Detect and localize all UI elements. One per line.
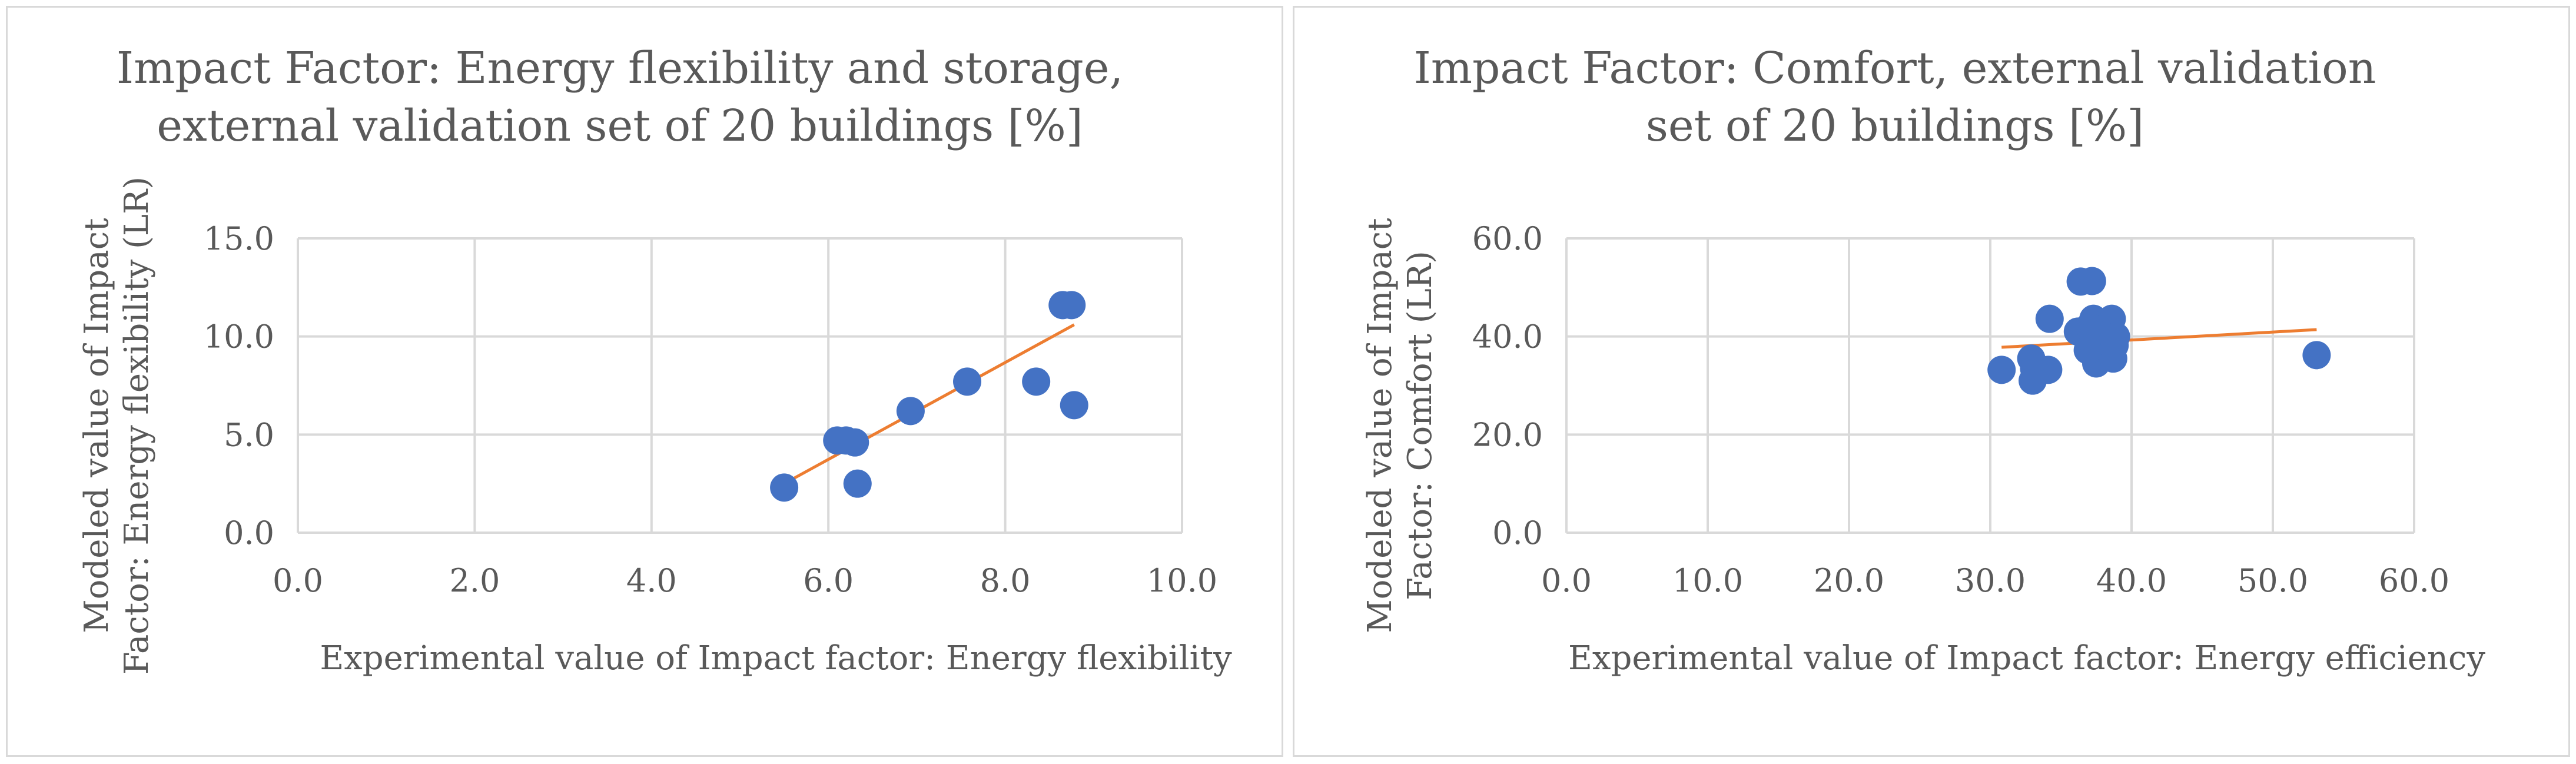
x-tick-label: 40.0 bbox=[2096, 562, 2167, 599]
data-point bbox=[896, 397, 925, 426]
data-point bbox=[1987, 356, 2016, 384]
x-tick-label: 2.0 bbox=[449, 562, 500, 599]
x-axis-label: Experimental value of Impact factor: Ene… bbox=[1568, 639, 2485, 677]
x-tick-label: 50.0 bbox=[2238, 562, 2308, 599]
x-tick-label: 10.0 bbox=[1672, 562, 1743, 599]
y-axis-label-line-1: Modeled value of Impact bbox=[1361, 218, 1399, 633]
data-point bbox=[1057, 291, 1086, 320]
data-point bbox=[2302, 341, 2331, 370]
data-point bbox=[841, 428, 869, 457]
data-point bbox=[770, 473, 799, 502]
data-point bbox=[2077, 267, 2106, 295]
scatter-chart-comfort: Impact Factor: Comfort, external validat… bbox=[1361, 43, 2485, 677]
x-tick-label: 4.0 bbox=[626, 562, 677, 599]
chart-title-line-2: set of 20 buildings [%] bbox=[1646, 101, 2144, 151]
data-point bbox=[953, 367, 982, 396]
y-axis-label-line-1: Modeled value of Impact bbox=[78, 218, 116, 633]
data-point bbox=[2075, 313, 2103, 341]
scatter-chart-energy-flexibility: Impact Factor: Energy flexibility and st… bbox=[78, 43, 1232, 677]
x-tick-label: 60.0 bbox=[2379, 562, 2449, 599]
x-tick-label: 6.0 bbox=[803, 562, 854, 599]
x-tick-label: 30.0 bbox=[1955, 562, 2026, 599]
data-point bbox=[843, 469, 872, 498]
y-tick-label: 15.0 bbox=[204, 220, 274, 257]
data-point bbox=[2073, 336, 2102, 364]
chart-title-line-1: Impact Factor: Comfort, external validat… bbox=[1414, 43, 2376, 94]
chart-panel-comfort: Impact Factor: Comfort, external validat… bbox=[1293, 6, 2570, 757]
x-tick-label: 10.0 bbox=[1147, 562, 1217, 599]
y-tick-label: 20.0 bbox=[1472, 416, 1543, 453]
data-point bbox=[2035, 304, 2064, 333]
y-axis-label-line-2: Factor: Energy flexibility (LR) bbox=[118, 177, 156, 675]
linear-trendline bbox=[2001, 328, 2317, 349]
y-axis-label-line-2: Factor: Comfort (LR) bbox=[1401, 251, 1439, 600]
x-tick-label: 0.0 bbox=[1541, 562, 1592, 599]
chart-title-line-2: external validation set of 20 buildings … bbox=[157, 101, 1083, 151]
y-tick-label: 40.0 bbox=[1472, 318, 1543, 356]
x-tick-label: 20.0 bbox=[1814, 562, 1884, 599]
y-tick-label: 10.0 bbox=[204, 318, 274, 356]
y-tick-label: 60.0 bbox=[1472, 220, 1543, 257]
y-tick-label: 5.0 bbox=[224, 416, 274, 453]
x-axis-label: Experimental value of Impact factor: Ene… bbox=[320, 639, 1232, 677]
x-tick-label: 0.0 bbox=[273, 562, 323, 599]
x-tick-label: 8.0 bbox=[980, 562, 1031, 599]
chart-panel-energy-flexibility: Impact Factor: Energy flexibility and st… bbox=[6, 6, 1283, 757]
chart-title-line-1: Impact Factor: Energy flexibility and st… bbox=[117, 43, 1123, 94]
y-tick-label: 0.0 bbox=[1492, 514, 1543, 552]
data-point bbox=[2034, 356, 2063, 384]
data-point bbox=[1022, 367, 1051, 396]
data-point bbox=[2102, 322, 2130, 351]
y-tick-label: 0.0 bbox=[224, 514, 274, 552]
data-point bbox=[1060, 391, 1088, 420]
linear-trendline bbox=[783, 323, 1075, 485]
